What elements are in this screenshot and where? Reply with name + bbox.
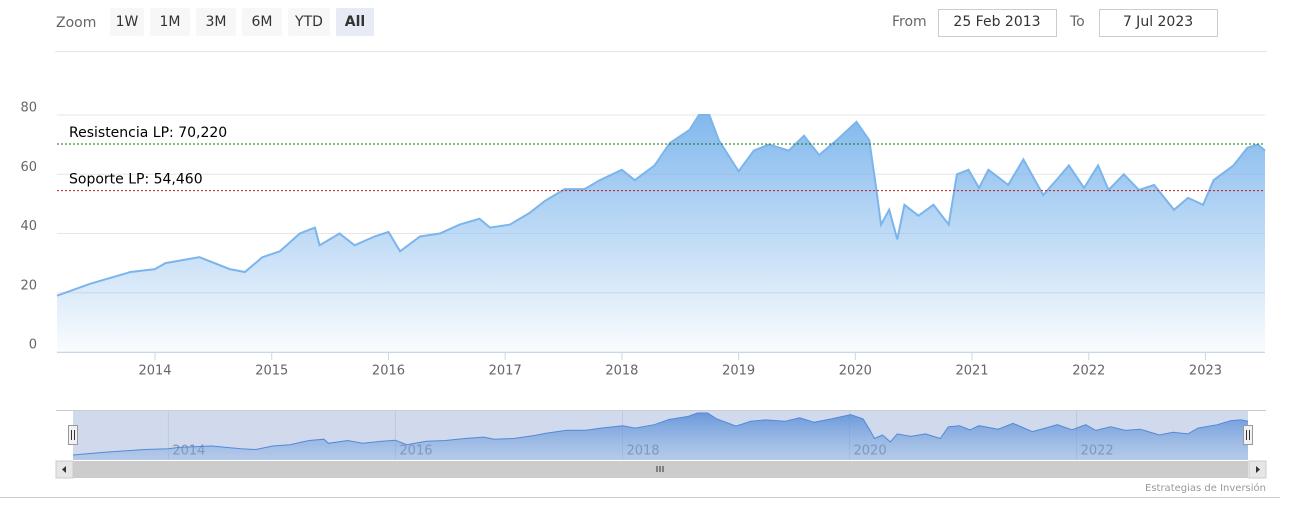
from-value[interactable]: 25 Feb 2013 [953, 14, 1040, 30]
to-label: To [1069, 14, 1085, 30]
y-tick-label: 60 [20, 160, 37, 175]
area-fill [57, 115, 1265, 352]
zoom-button[interactable] [110, 8, 144, 36]
area-line [56, 114, 1266, 297]
x-tick-label: 2018 [605, 364, 638, 379]
right-arrow [1256, 466, 1260, 473]
zoom-button[interactable] [196, 8, 236, 36]
navigator-area [73, 413, 1248, 460]
navigator-line [72, 412, 1249, 456]
plot-line-label: Soporte LP: 54,460 [69, 172, 203, 188]
zoom-button[interactable] [336, 8, 374, 36]
credits: Estrategias de Inversión [1145, 482, 1266, 494]
plot: 0 20 40 60 80 Resistencia LP: 70,220 Soporte L… [20, 101, 1266, 379]
zoom-button[interactable] [150, 8, 190, 36]
y-tick-label: 80 [20, 101, 37, 116]
zoom-button-label[interactable]: 1M [160, 14, 181, 30]
zoom-button-label[interactable]: 6M [252, 14, 273, 30]
plot-line-label: Resistencia LP: 70,220 [69, 125, 227, 141]
x-tick-label: 2023 [1189, 364, 1222, 379]
x-tick-label: 2016 [372, 364, 405, 379]
navigator-handle[interactable] [68, 425, 78, 445]
x-tick-label: 2019 [722, 364, 755, 379]
zoom-label: Zoom [56, 15, 96, 31]
zoom-button[interactable] [242, 8, 282, 36]
x-tick-label: 2020 [839, 364, 872, 379]
x-tick-label: 2021 [955, 364, 988, 379]
y-tick-label: 0 [29, 338, 37, 353]
navigator: 20142016201820202022 [56, 410, 1266, 460]
scrollbar-grip [656, 466, 664, 472]
left-arrow [62, 466, 66, 473]
handle-grip [1246, 430, 1250, 440]
from-input[interactable] [938, 9, 1057, 37]
navigator-mask [73, 411, 1248, 460]
y-tick-label: 40 [20, 219, 37, 234]
navigator-handle[interactable] [1243, 425, 1253, 445]
handle-grip [71, 430, 75, 440]
to-value[interactable]: 7 Jul 2023 [1123, 14, 1193, 30]
y-tick-label: 20 [20, 278, 37, 293]
from-label: From [892, 14, 927, 30]
x-tick-label: 2022 [1072, 364, 1105, 379]
zoom-button-label[interactable]: All [345, 14, 365, 30]
zoom-button-label[interactable]: 1W [116, 14, 139, 30]
zoom-button-label[interactable]: YTD [294, 14, 323, 30]
to-input[interactable] [1099, 9, 1218, 37]
zoom-button[interactable] [288, 8, 330, 36]
x-tick-label: 2014 [138, 364, 171, 379]
x-tick-label: 2015 [255, 364, 288, 379]
zoom-button-label[interactable]: 3M [206, 14, 227, 30]
x-tick-label: 2017 [489, 364, 522, 379]
